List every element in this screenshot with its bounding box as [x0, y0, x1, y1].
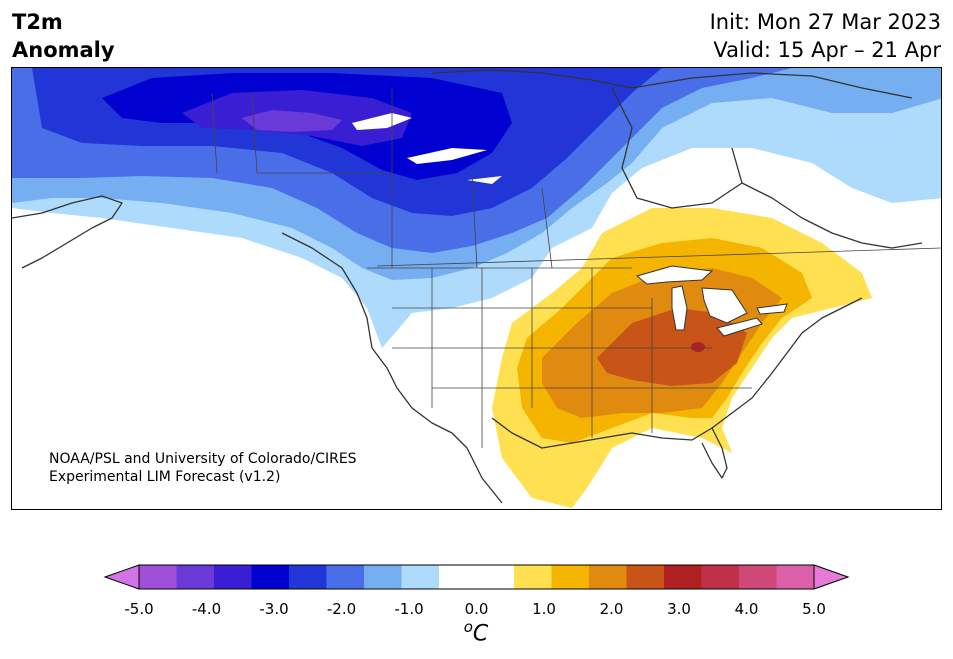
unit-letter: C	[472, 621, 489, 647]
colorbar-cell	[214, 565, 252, 589]
colorbar-cell	[439, 565, 477, 589]
warm-band-4	[597, 308, 747, 386]
colorbar-outline	[138, 564, 815, 590]
colorbar-cell	[289, 565, 327, 589]
atlantic-coast	[711, 297, 863, 429]
colorbar-tick-label: 2.0	[599, 600, 624, 618]
credit-line-1: NOAA/PSL and University of Colorado/CIRE…	[49, 451, 357, 467]
gulf-coast	[491, 417, 713, 449]
colorbar-cells	[139, 565, 815, 589]
colorbar-cell	[664, 565, 702, 589]
lake-superior	[635, 265, 714, 285]
lake-michigan	[671, 285, 688, 331]
colorbar-cell	[514, 565, 552, 589]
colorbar-cell	[701, 565, 740, 589]
alaska-coast	[12, 195, 123, 269]
florida-coast	[701, 427, 728, 479]
degree-symbol: o	[463, 618, 473, 636]
map-panel	[11, 67, 942, 510]
title-line-1: T2m	[12, 10, 63, 34]
arctic-island-1	[352, 113, 412, 130]
colorbar-tick-label: 1.0	[532, 600, 556, 618]
colorbar-cell	[739, 565, 777, 589]
colorbar-cell	[626, 565, 665, 589]
colorbar-tick-label: -2.0	[326, 600, 357, 618]
colorbar-cell	[251, 565, 290, 589]
anomaly-map	[12, 68, 941, 508]
warm-core	[691, 342, 705, 352]
colorbar-tick-label: 5.0	[802, 600, 826, 618]
colorbar-tick-label: -1.0	[394, 600, 424, 618]
arctic-coast	[431, 69, 913, 99]
colorbar-cell	[176, 565, 215, 589]
title-line-2: Anomaly	[12, 38, 115, 62]
colorbar-tick-label: -4.0	[191, 600, 222, 618]
colorbar-tick-label: 0.0	[464, 600, 489, 618]
lake-huron	[701, 287, 748, 324]
colorbar-tick-label: 3.0	[667, 600, 691, 618]
colorbar-cell	[476, 565, 515, 589]
colorbar-tick-label: 4.0	[734, 600, 759, 618]
colorbar-cell	[589, 565, 627, 589]
coastlines	[12, 69, 923, 504]
forecast-credit: NOAA/PSL and University of Colorado/CIRE…	[49, 450, 357, 486]
map-title: T2m Anomaly	[12, 8, 115, 64]
colorbar-cell	[551, 565, 590, 589]
arctic-island-3	[467, 176, 502, 184]
colorbar-extend-low	[103, 564, 140, 590]
init-date: Init: Mon 27 Mar 2023	[709, 10, 941, 34]
colorbar	[103, 564, 850, 590]
lake-ontario	[756, 303, 788, 315]
colorbar-cell	[326, 565, 365, 589]
colorbar-cell	[401, 565, 440, 589]
cold-band-7	[242, 110, 342, 132]
colorbar-cell	[776, 565, 815, 589]
lake-erie	[716, 317, 763, 337]
quebec-coast	[741, 182, 923, 249]
arctic-island-2	[407, 148, 487, 164]
forecast-dates: Init: Mon 27 Mar 2023 Valid: 15 Apr – 21…	[710, 8, 941, 64]
pacific-coast	[281, 232, 503, 504]
colorbar-cell	[139, 565, 177, 589]
colorbar-units: oC	[464, 618, 489, 646]
state-borders	[211, 88, 941, 448]
colorbar-tick-label: -5.0	[124, 600, 154, 618]
credit-line-2: Experimental LIM Forecast (v1.2)	[49, 469, 281, 485]
hudson-bay	[611, 87, 743, 209]
colorbar-tick-label: -3.0	[259, 600, 289, 618]
colorbar-extend-high	[813, 564, 850, 590]
valid-date: Valid: 15 Apr – 21 Apr	[713, 38, 941, 62]
colorbar-cell	[364, 565, 402, 589]
